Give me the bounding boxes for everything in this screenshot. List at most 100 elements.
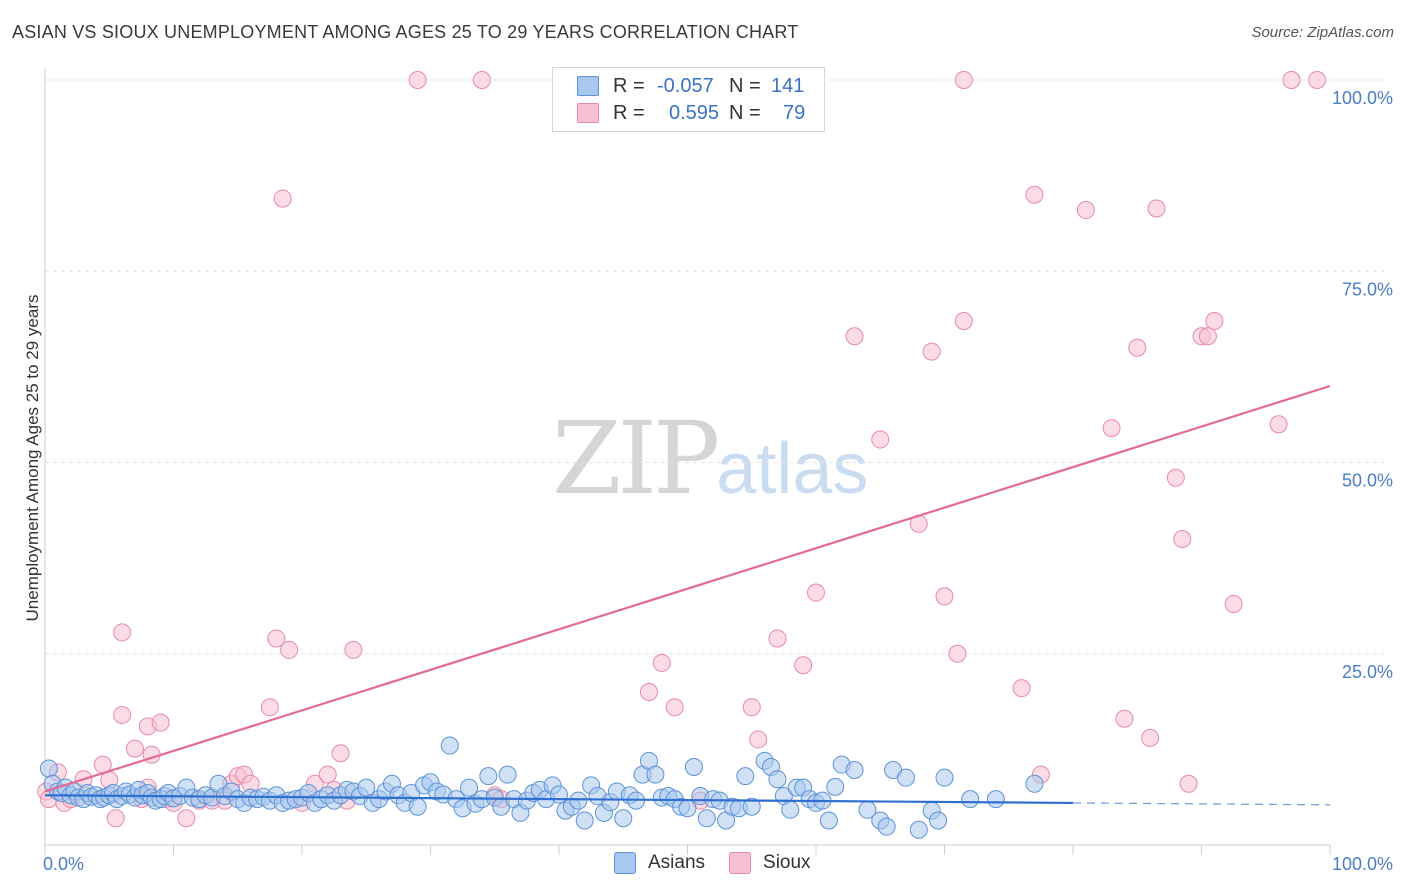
legend-row-asian: R = -0.057 N = 141 [577, 73, 804, 99]
sioux-point [1308, 71, 1327, 89]
asian-trend-line [44, 794, 1074, 805]
sioux-point [845, 327, 864, 346]
sioux-point [1269, 415, 1288, 434]
sioux-r-value: 0.595 [669, 101, 720, 124]
grid-lines [45, 79, 1385, 655]
sioux-point [1166, 468, 1185, 487]
legend-item-asians[interactable]: Asians [614, 852, 705, 874]
sioux-point [177, 809, 196, 828]
asian-point [646, 765, 665, 784]
asian-point [697, 809, 716, 828]
sioux-point [922, 342, 941, 361]
sioux-legend-swatch [729, 852, 752, 874]
y-tick-label: 50.0% [1342, 471, 1393, 491]
sioux-point [794, 656, 813, 675]
correlation-legend: R = -0.057 N = 141 R = 0.595 N = 79 [552, 67, 825, 132]
sioux-point [1141, 728, 1160, 747]
sioux-point [807, 583, 825, 602]
sioux-point [267, 629, 286, 648]
asian-point [768, 770, 787, 789]
asian-point [460, 778, 479, 797]
asian-point [440, 736, 459, 755]
asian-point [877, 817, 896, 836]
sioux-point [742, 698, 761, 717]
asian-point [781, 800, 800, 819]
sioux-point [1102, 419, 1121, 438]
asian-point [569, 791, 588, 810]
asian-point [479, 767, 498, 786]
series-legend: Asians Sioux [614, 852, 835, 874]
asian-points [39, 736, 1044, 839]
asian-point [736, 767, 755, 786]
sioux-point [665, 698, 684, 717]
asian-point [550, 785, 568, 804]
sioux-point [768, 629, 787, 648]
y-tick-label: 100.0% [1332, 88, 1393, 108]
sioux-point [954, 71, 973, 89]
sioux-point [106, 809, 125, 828]
sioux-point [408, 71, 427, 89]
sioux-point [113, 623, 132, 642]
sioux-point [318, 765, 337, 784]
asian-point [498, 765, 517, 784]
sioux-point [344, 640, 363, 659]
sioux-point [1115, 709, 1134, 728]
sioux-point [280, 640, 299, 659]
source-credit: Source: ZipAtlas.com [1251, 24, 1394, 41]
asians-legend-swatch [614, 852, 636, 874]
sioux-point [652, 653, 671, 672]
legend-row-sioux: R = 0.595 N = 79 [577, 100, 805, 126]
sioux-point [331, 744, 350, 763]
asian-r-value: -0.057 [657, 74, 714, 97]
sioux-point [639, 683, 658, 701]
axes [44, 68, 1331, 855]
asian-swatch [577, 76, 599, 96]
chart-title: ASIAN VS SIOUX UNEMPLOYMENT AMONG AGES 2… [12, 22, 799, 42]
asian-point [575, 811, 594, 830]
legend-item-sioux[interactable]: Sioux [729, 852, 811, 874]
sioux-swatch [577, 103, 599, 123]
sioux-point [113, 705, 132, 724]
asian-point [678, 799, 697, 818]
y-tick-label: 25.0% [1342, 662, 1393, 682]
asian-point [845, 761, 864, 780]
sioux-point [260, 698, 279, 717]
sioux-r-label: R = [613, 101, 645, 124]
sioux-n-label: N = [729, 101, 761, 124]
sioux-point [1025, 185, 1044, 204]
sioux-point [1224, 595, 1243, 614]
sioux-point [273, 189, 292, 208]
asian-point [986, 790, 1005, 809]
sioux-point [1147, 199, 1166, 218]
sioux-point [1282, 71, 1301, 89]
asian-point [742, 797, 761, 816]
tick-labels: 25.0% 50.0% 75.0% 100.0% 0.0% 100.0% [43, 88, 1393, 874]
sioux-point [1198, 327, 1217, 346]
asians-legend-label: Asians [648, 852, 706, 873]
x-tick-label: 100.0% [1332, 854, 1393, 874]
sioux-n-value: 79 [783, 101, 806, 124]
asian-r-label: R = [613, 74, 645, 97]
trend-lines [44, 384, 1331, 806]
sioux-point [1173, 530, 1192, 548]
asian-trend-extension [1072, 802, 1331, 806]
sioux-point [935, 587, 954, 606]
y-axis-label: Unemployment Among Ages 25 to 29 years [23, 295, 42, 622]
sioux-point [151, 713, 170, 732]
asian-point [909, 820, 928, 839]
sioux-point [871, 430, 890, 449]
sioux-point [1205, 311, 1224, 330]
asian-n-value: 141 [771, 74, 805, 97]
sioux-legend-label: Sioux [763, 852, 811, 873]
asian-point [39, 759, 58, 778]
sioux-point [125, 739, 144, 758]
y-tick-label: 75.0% [1342, 279, 1393, 299]
sioux-point [954, 311, 973, 330]
sioux-point [472, 71, 491, 89]
sioux-point [1012, 679, 1031, 698]
asian-point [935, 768, 954, 787]
sioux-trend-line [44, 384, 1331, 793]
asian-point [357, 778, 376, 797]
asian-point [961, 790, 980, 809]
